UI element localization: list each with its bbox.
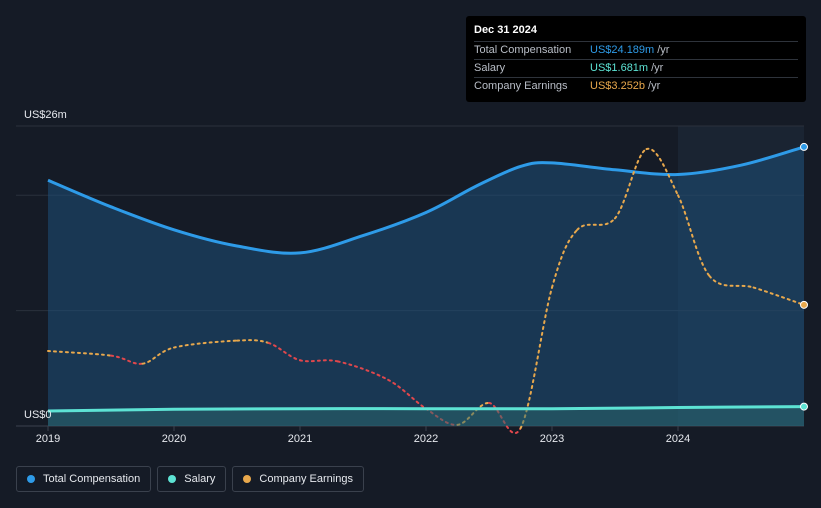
x-tick-label: 2021: [288, 433, 312, 445]
company-earnings-segment: [614, 148, 648, 220]
x-tick-label: 2020: [162, 433, 186, 445]
salary-endpoint: [800, 402, 808, 411]
company-earnings-segment: [645, 147, 679, 197]
total-compensation-area: [48, 146, 804, 426]
company-earnings-segment: [173, 339, 238, 349]
company-earnings-segment: [141, 346, 175, 365]
company-earnings-segment: [551, 228, 579, 289]
legend-item-salary[interactable]: Salary: [157, 466, 227, 492]
company-earnings-segment: [576, 217, 616, 231]
legend-dot-icon: [168, 475, 177, 483]
legend-item-company-earnings[interactable]: Company Earnings: [232, 466, 364, 492]
tooltip-label: Salary: [474, 62, 506, 74]
tooltip-label: Total Compensation: [474, 44, 572, 56]
total-compensation-line: [47, 145, 805, 255]
company-earnings-segment: [677, 194, 711, 277]
tooltip-value: US$3.252b: [590, 80, 646, 92]
company-earnings-segment: [387, 378, 427, 410]
legend-label: Total Compensation: [43, 473, 141, 485]
company-earnings-segment: [110, 354, 144, 365]
legend-label: Company Earnings: [259, 473, 353, 485]
total-compensation-endpoint: [800, 142, 808, 151]
tooltip-unit: /yr: [657, 44, 670, 56]
x-tick-label: 2019: [36, 433, 60, 445]
company-earnings-segment: [236, 339, 270, 344]
tooltip-value: US$24.189m: [590, 44, 655, 56]
salary-area: [48, 406, 804, 426]
company-earnings-segment: [519, 286, 553, 430]
legend-label: Salary: [184, 473, 216, 485]
legend-item-total-compensation[interactable]: Total Compensation: [16, 466, 152, 492]
tooltip-unit: /yr: [648, 80, 661, 92]
x-tick-label: 2022: [414, 433, 438, 445]
company-earnings-segment: [47, 350, 112, 357]
tooltip-unit: /yr: [651, 62, 664, 74]
company-earnings-segment: [267, 341, 301, 362]
x-tick-label: 2024: [666, 433, 690, 445]
tooltip-label: Company Earnings: [474, 80, 568, 92]
y-axis-top-label: US$26m: [24, 109, 67, 121]
tooltip-value: US$1.681m: [590, 62, 649, 74]
tooltip-row-company-earnings: Company Earnings US$3.252b /yr: [474, 77, 798, 95]
legend-dot-icon: [27, 475, 35, 483]
company-earnings-segment: [336, 360, 390, 381]
company-earnings-segment: [708, 275, 755, 289]
tooltip-row-salary: Salary US$1.681m /yr: [474, 59, 798, 77]
company-earnings-endpoint: [800, 300, 808, 309]
salary-line: [47, 405, 805, 413]
y-axis-bottom-label: US$0: [24, 409, 52, 421]
x-tick-label: 2023: [540, 433, 564, 445]
company-earnings-segment: [299, 359, 339, 363]
tooltip-panel: Dec 31 2024 Total Compensation US$24.189…: [466, 16, 806, 102]
legend-dot-icon: [243, 475, 252, 483]
tooltip-row-total-compensation: Total Compensation US$24.189m /yr: [474, 41, 798, 59]
chart-legend: Total Compensation Salary Company Earnin…: [16, 466, 364, 492]
tooltip-date: Dec 31 2024: [474, 24, 537, 36]
